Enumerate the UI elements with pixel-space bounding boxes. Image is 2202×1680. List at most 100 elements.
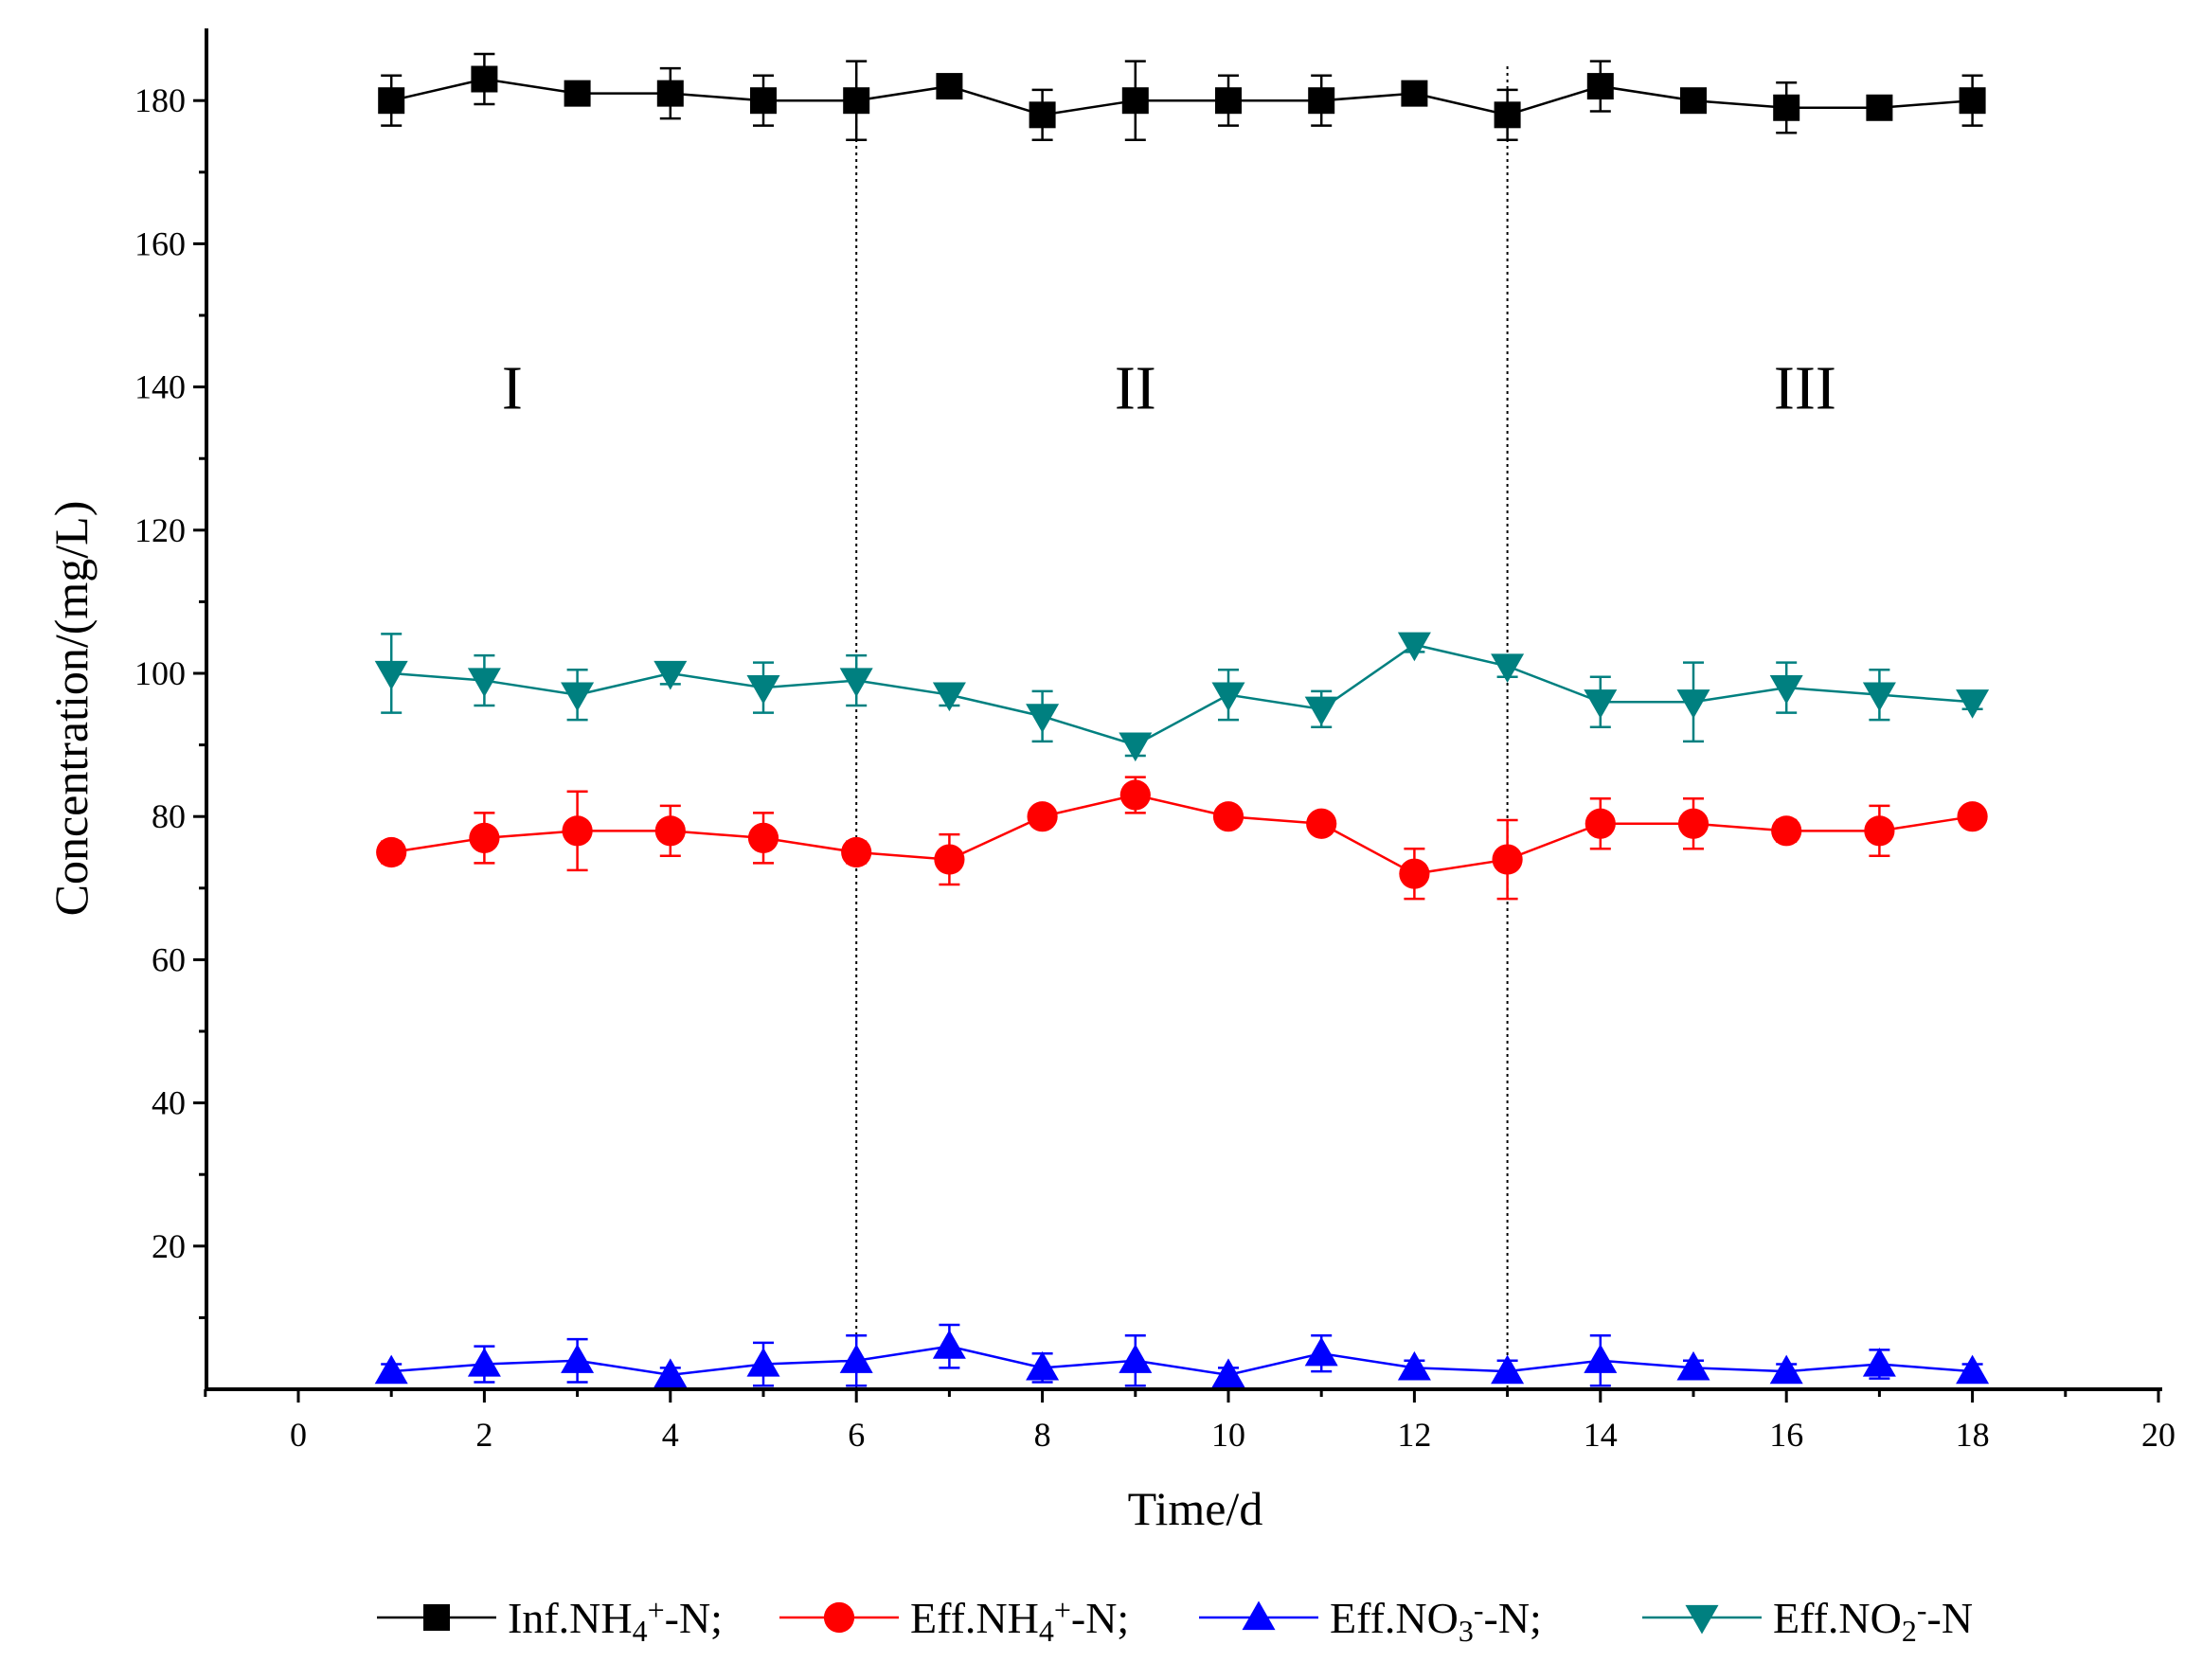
data-point	[1771, 815, 1802, 847]
x-tick-label: 18	[1956, 1416, 1990, 1454]
data-point	[1211, 682, 1245, 712]
series-4	[374, 632, 1990, 762]
phase-labels: I II III	[502, 353, 1836, 422]
data-point	[839, 668, 873, 698]
data-point	[1308, 87, 1335, 115]
x-tick-label: 0	[290, 1416, 307, 1454]
data-point	[1584, 808, 1616, 839]
data-point	[1026, 704, 1060, 733]
data-point	[1957, 801, 1988, 832]
data-point	[1119, 1344, 1153, 1373]
data-point	[1769, 1354, 1803, 1385]
data-point	[1862, 1348, 1896, 1377]
data-point	[932, 1330, 966, 1359]
data-point	[1494, 101, 1521, 129]
series-3	[374, 1323, 1990, 1388]
data-point	[934, 844, 965, 875]
legend-marker	[1242, 1600, 1276, 1631]
data-point	[1769, 674, 1803, 705]
data-point	[1584, 689, 1618, 719]
series-layer	[374, 52, 1990, 1388]
data-point	[561, 1344, 595, 1373]
y-axis-title: Concentration/(mg/L)	[45, 501, 98, 917]
data-point	[653, 1358, 688, 1388]
series-2	[376, 776, 1988, 901]
data-point	[471, 65, 498, 93]
x-tick-label: 10	[1211, 1416, 1245, 1454]
x-axis-title: Time/d	[1128, 1482, 1263, 1535]
series-1	[378, 52, 1986, 142]
data-point	[1586, 73, 1614, 100]
data-point	[1306, 808, 1337, 839]
x-tick-label: 4	[662, 1416, 679, 1454]
axes	[205, 28, 2162, 1391]
x-tick-label: 20	[2141, 1416, 2175, 1454]
data-point	[747, 822, 779, 853]
data-point	[1956, 1354, 1990, 1385]
y-tick-label: 100	[134, 654, 186, 692]
data-point	[1119, 732, 1153, 762]
y-tick-label: 180	[134, 81, 186, 119]
phase-label: I	[502, 353, 523, 422]
series-line	[391, 1345, 1973, 1377]
data-point	[467, 1348, 501, 1377]
data-point	[1677, 808, 1710, 839]
data-point	[1862, 682, 1896, 712]
x-tick-label: 14	[1584, 1416, 1618, 1454]
data-point	[1029, 101, 1056, 129]
x-tick-label: 16	[1769, 1416, 1803, 1454]
series-line	[390, 78, 1973, 116]
data-point	[1399, 858, 1430, 889]
data-point	[1491, 1354, 1525, 1385]
legend-marker	[423, 1604, 450, 1631]
data-point	[1956, 689, 1990, 719]
data-point	[374, 660, 408, 690]
data-point	[467, 668, 501, 698]
data-point	[378, 87, 405, 115]
data-point	[656, 80, 684, 107]
data-point	[1215, 87, 1242, 115]
legend-marker	[1685, 1604, 1719, 1635]
series-line	[391, 643, 1973, 746]
x-tick-label: 2	[475, 1416, 492, 1454]
y-tick-label: 120	[134, 511, 186, 549]
legend-item-3: Eff.NO3--N;	[1199, 1593, 1542, 1648]
y-tick-label: 160	[134, 224, 186, 262]
legend-item-1: Inf.NH4+-N;	[377, 1593, 723, 1648]
legend-label: Eff.NO2--N	[1773, 1593, 1973, 1648]
data-point	[469, 822, 500, 853]
data-point	[746, 674, 780, 705]
data-point	[1211, 1358, 1245, 1388]
data-point	[653, 660, 688, 690]
x-tick-label: 12	[1397, 1416, 1431, 1454]
data-point	[1121, 87, 1149, 115]
data-point	[562, 815, 593, 847]
legend-label: Inf.NH4+-N;	[508, 1593, 723, 1648]
y-tick-label: 80	[152, 797, 186, 835]
legend-label: Eff.NO3--N;	[1330, 1593, 1542, 1648]
data-point	[1584, 1344, 1618, 1373]
data-point	[1866, 94, 1893, 121]
data-point	[932, 682, 966, 712]
data-point	[841, 836, 872, 868]
data-point	[936, 73, 963, 100]
data-point	[1026, 1350, 1060, 1381]
legend-item-4: Eff.NO2--N	[1642, 1593, 1973, 1648]
data-point	[839, 1344, 873, 1373]
data-point	[750, 87, 777, 115]
y-tick-label: 140	[134, 368, 186, 406]
legend-marker	[823, 1601, 855, 1634]
data-point	[561, 682, 595, 712]
data-point	[1491, 653, 1525, 683]
y-tick-label: 20	[152, 1227, 186, 1265]
series-line	[391, 794, 1973, 875]
data-point	[1027, 801, 1058, 832]
phase-label: II	[1115, 353, 1156, 422]
legend-label: Eff.NH4+-N;	[910, 1593, 1129, 1648]
data-point	[1492, 844, 1523, 875]
data-point	[1397, 1350, 1431, 1381]
data-point	[376, 836, 407, 868]
phase-label: III	[1774, 353, 1836, 422]
data-point	[1676, 689, 1710, 719]
